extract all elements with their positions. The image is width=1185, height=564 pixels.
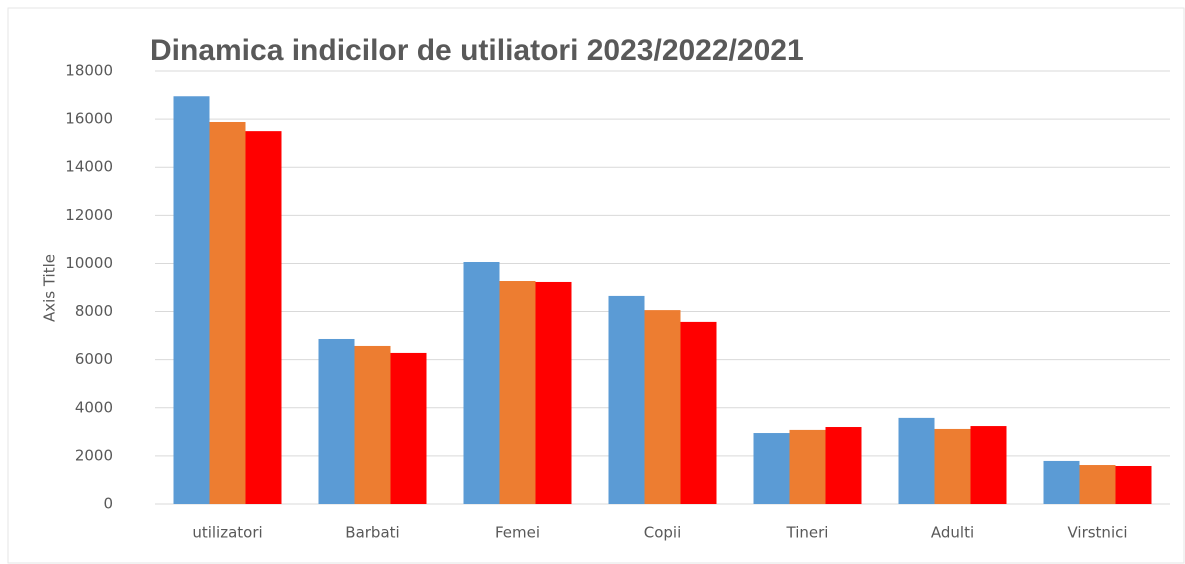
bar — [1115, 465, 1152, 504]
y-tick-label: 0 — [103, 495, 113, 513]
x-tick-label: Virstnici — [1067, 524, 1127, 542]
y-tick-label: 18000 — [65, 62, 113, 80]
bar — [825, 427, 862, 504]
bar — [970, 426, 1007, 504]
y-tick-label: 14000 — [65, 158, 113, 176]
bar — [173, 96, 210, 504]
chart-title: Dinamica indicilor de utiliatori 2023/20… — [150, 34, 804, 67]
bar — [209, 121, 246, 505]
bar — [680, 321, 717, 504]
x-tick-label: Adulti — [931, 524, 974, 542]
y-axis-title: Axis Title — [41, 254, 59, 322]
bar — [644, 310, 681, 504]
bar — [463, 262, 500, 504]
x-tick-label: utilizatori — [192, 524, 262, 542]
y-tick-label: 16000 — [65, 110, 113, 128]
bar — [318, 338, 355, 504]
y-tick-label: 4000 — [75, 398, 113, 416]
bar — [608, 295, 645, 504]
y-tick-label: 6000 — [75, 350, 113, 368]
bar — [934, 428, 971, 504]
bar — [1079, 465, 1116, 504]
y-tick-label: 8000 — [75, 302, 113, 320]
bar — [499, 281, 536, 504]
x-tick-label: Femei — [495, 524, 540, 542]
x-tick-label: Barbati — [345, 524, 399, 542]
bar — [898, 417, 935, 504]
bar — [1043, 460, 1080, 504]
y-tick-label: 10000 — [65, 254, 113, 272]
bar — [753, 433, 790, 504]
bar — [789, 429, 826, 504]
y-tick-label: 2000 — [75, 446, 113, 464]
x-tick-label: Tineri — [786, 524, 829, 542]
bar — [354, 345, 391, 504]
bar — [245, 131, 282, 504]
y-tick-label: 12000 — [65, 206, 113, 224]
x-tick-label: Copii — [644, 524, 682, 542]
bar — [390, 352, 427, 504]
bar — [535, 281, 572, 504]
